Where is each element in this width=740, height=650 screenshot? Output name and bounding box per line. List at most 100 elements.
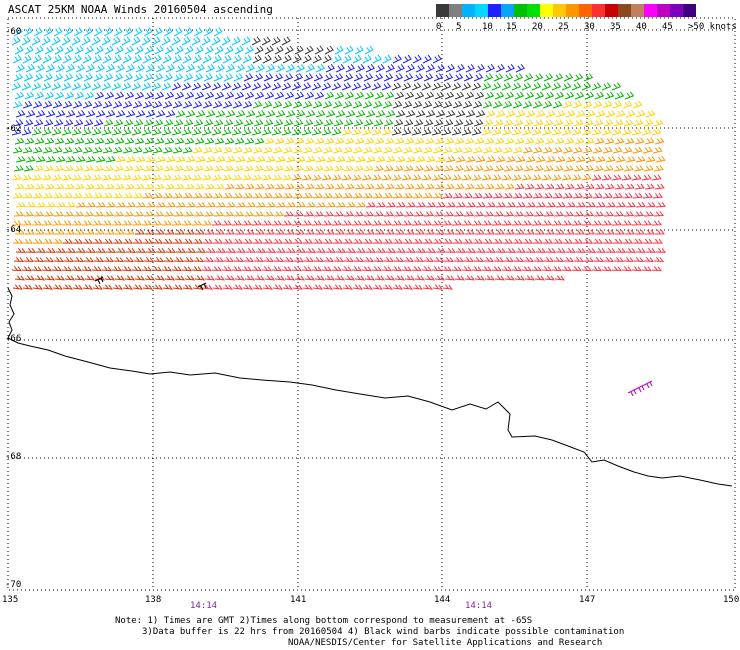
wind-barb xyxy=(203,27,213,37)
wind-barb xyxy=(175,156,186,163)
wind-barb xyxy=(442,192,453,199)
wind-barb xyxy=(12,146,23,154)
wind-barb xyxy=(371,82,382,91)
wind-barb xyxy=(465,202,476,208)
wind-barb xyxy=(423,256,435,263)
wind-barb xyxy=(11,220,22,226)
wind-barb xyxy=(275,156,286,163)
wind-barb xyxy=(313,119,324,127)
wind-barb xyxy=(71,128,82,136)
wind-barb xyxy=(481,266,493,272)
wind-barb xyxy=(344,275,356,281)
wind-barb xyxy=(524,91,535,100)
wind-barb xyxy=(492,192,503,199)
wind-barb xyxy=(202,146,213,154)
wind-barb xyxy=(462,100,473,109)
wind-barb xyxy=(463,211,474,217)
wind-barb xyxy=(163,119,174,127)
wind-barb xyxy=(471,266,483,272)
wind-barb xyxy=(224,45,234,55)
wind-barb xyxy=(323,165,334,172)
legend-label: 15 xyxy=(506,22,517,32)
wind-barb xyxy=(453,256,465,263)
wind-barb xyxy=(461,174,472,181)
wind-barb xyxy=(295,202,306,208)
wind-barb xyxy=(115,156,126,163)
wind-barb xyxy=(72,146,83,154)
wind-barb xyxy=(92,100,103,109)
wind-barb xyxy=(612,100,623,109)
wind-barb xyxy=(402,54,412,64)
wind-barb xyxy=(24,275,36,281)
wind-barb xyxy=(373,165,384,172)
wind-barb xyxy=(482,146,493,154)
wind-barb xyxy=(264,183,275,190)
wind-barb xyxy=(201,220,212,226)
wind-barb xyxy=(121,128,132,136)
wind-barb xyxy=(351,220,362,226)
wind-barb xyxy=(354,137,365,145)
wind-barb xyxy=(53,73,64,82)
wind-barb xyxy=(124,91,135,100)
wind-barb xyxy=(193,256,205,263)
wind-barb xyxy=(252,146,263,154)
wind-barb xyxy=(452,146,463,154)
wind-barb xyxy=(431,174,442,181)
wind-barb xyxy=(181,220,192,226)
wind-barb xyxy=(163,27,173,37)
wind-barb xyxy=(121,266,133,272)
wind-barb xyxy=(432,146,443,154)
wind-barb xyxy=(171,220,182,226)
wind-barb xyxy=(494,91,505,100)
wind-barb xyxy=(104,45,114,55)
wind-barb xyxy=(302,238,314,244)
wind-barb xyxy=(652,146,663,154)
wind-barb xyxy=(334,229,345,235)
wind-barb xyxy=(163,211,174,217)
wind-barb xyxy=(134,275,146,281)
wind-barb xyxy=(184,91,195,100)
wind-barb xyxy=(243,73,254,82)
wind-barb xyxy=(83,119,94,127)
wind-barb xyxy=(232,284,244,290)
wind-barb xyxy=(194,91,205,100)
wind-barb xyxy=(121,82,132,91)
wind-barb xyxy=(294,275,306,281)
wind-barb xyxy=(522,192,533,199)
wind-barb xyxy=(612,146,623,154)
wind-barb xyxy=(271,266,283,272)
wind-barb xyxy=(71,82,82,91)
wind-barb xyxy=(242,192,253,199)
wind-barb xyxy=(374,229,385,235)
wind-barb xyxy=(143,256,155,263)
wind-barb xyxy=(471,174,482,181)
wind-barb xyxy=(345,156,356,163)
wind-barb xyxy=(551,128,562,136)
wind-barb xyxy=(14,137,25,145)
wind-barb xyxy=(114,183,125,190)
wind-barb xyxy=(485,202,496,208)
wind-barb xyxy=(91,82,102,91)
wind-barb xyxy=(245,247,257,253)
legend-swatch xyxy=(644,4,657,17)
wind-barb xyxy=(241,220,252,226)
wind-barb xyxy=(231,266,243,272)
wind-barb xyxy=(233,73,244,82)
wind-barb xyxy=(123,27,133,37)
wind-barb xyxy=(162,146,173,154)
wind-barb xyxy=(223,256,235,263)
wind-barb xyxy=(122,146,133,154)
wind-barb xyxy=(152,284,164,290)
wind-barb xyxy=(34,91,45,100)
wind-barb xyxy=(613,211,624,217)
wind-barb xyxy=(233,256,245,263)
wind-barb xyxy=(562,192,573,199)
wind-barb xyxy=(13,73,24,82)
wind-barb xyxy=(453,165,464,172)
wind-barb xyxy=(555,156,566,163)
wind-barb xyxy=(252,238,264,244)
wind-barb xyxy=(463,119,474,127)
wind-barb xyxy=(191,174,202,181)
wind-barb xyxy=(464,183,475,190)
wind-barb xyxy=(344,91,355,100)
